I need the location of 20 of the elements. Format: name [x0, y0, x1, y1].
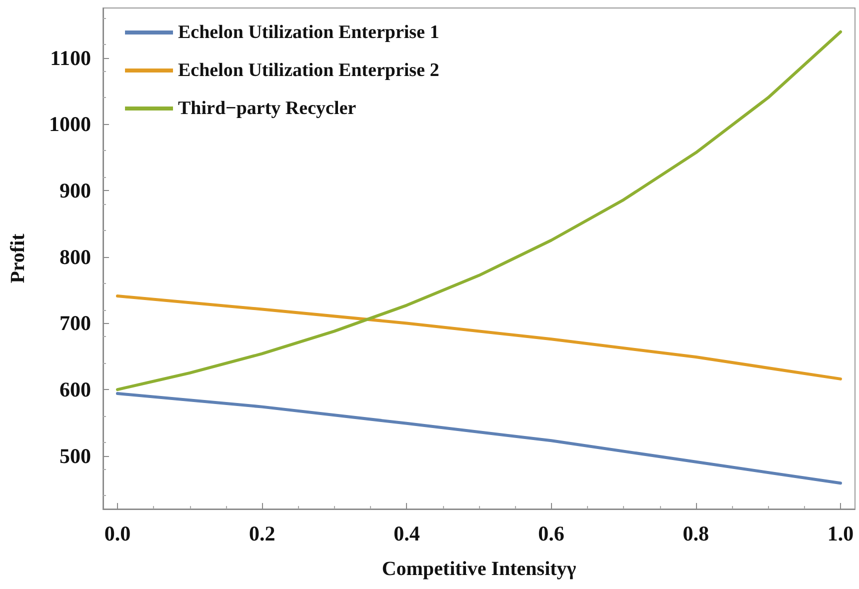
legend-label: Echelon Utilization Enterprise 2 — [178, 60, 440, 81]
x-tick-label: 0.8 — [682, 522, 710, 546]
x-tick-label: 0.6 — [538, 522, 564, 546]
y-tick-label: 900 — [60, 178, 91, 202]
x-tick-label: 0.0 — [104, 522, 131, 546]
y-tick-label: 500 — [60, 444, 91, 468]
y-tick-label: 800 — [60, 244, 91, 269]
y-tick-label: 600 — [60, 378, 91, 402]
y-tick-label: 1000 — [49, 112, 91, 136]
x-tick-label: 0.2 — [248, 522, 276, 546]
legend-label: Echelon Utilization Enterprise 1 — [178, 22, 440, 43]
y-tick-label: 1100 — [50, 46, 91, 70]
x-axis-title: Competitive Intensityγ — [382, 558, 577, 580]
line-series — [116, 392, 842, 485]
y-tick-label: 700 — [60, 311, 91, 336]
y-axis-title: Profit — [7, 233, 29, 284]
x-tick-label: 0.4 — [394, 522, 420, 546]
legend-label: Third−party Recycler — [178, 98, 357, 119]
line-series — [116, 294, 842, 380]
x-tick-label: 1.0 — [827, 522, 854, 546]
